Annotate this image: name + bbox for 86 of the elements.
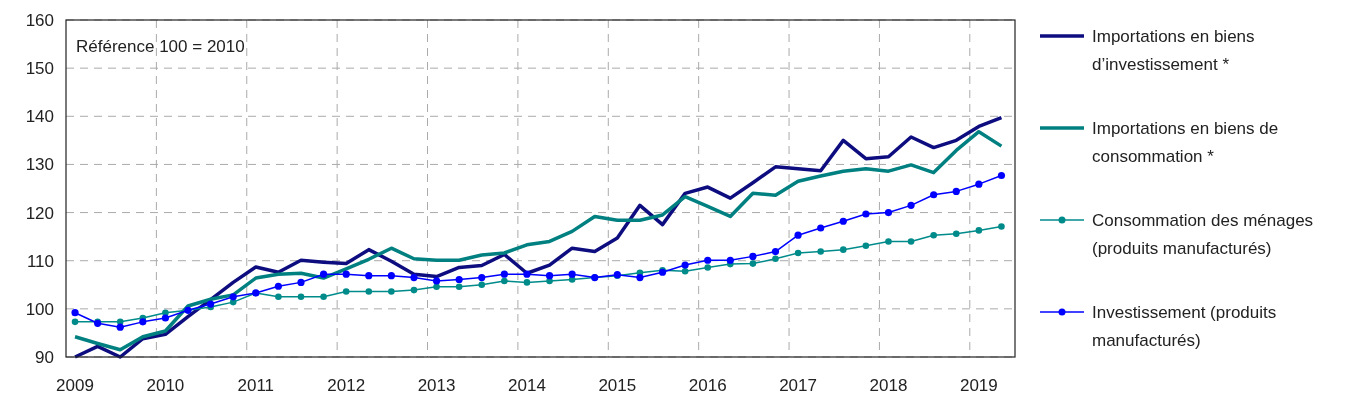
- point: [275, 293, 282, 301]
- point: [432, 277, 441, 285]
- point: [771, 247, 780, 256]
- point: [749, 252, 757, 260]
- point: [930, 231, 937, 239]
- point: [839, 217, 847, 225]
- point: [387, 272, 395, 280]
- legend-label: Importations en biens de consommation *: [1092, 118, 1279, 166]
- y-tick-label: 160: [25, 10, 54, 30]
- point: [523, 279, 531, 286]
- point: [726, 256, 734, 264]
- point: [455, 275, 463, 284]
- y-tick-label: 110: [26, 251, 54, 271]
- point: [342, 270, 350, 278]
- point: [907, 201, 915, 209]
- point: [546, 277, 553, 285]
- point: [817, 224, 825, 232]
- legend-label: Importations en biens d’investissement *: [1092, 26, 1255, 74]
- point: [772, 255, 779, 263]
- point: [365, 272, 373, 280]
- point: [681, 261, 689, 269]
- x-tick-label: 2013: [417, 376, 456, 395]
- point: [749, 260, 757, 267]
- x-tick-label: 2010: [146, 376, 185, 395]
- point: [410, 273, 418, 282]
- x-tick-label: 2009: [56, 376, 94, 395]
- x-tick-label: 2014: [508, 376, 546, 395]
- point: [478, 281, 486, 289]
- point: [952, 187, 960, 195]
- x-tick-label: 2012: [327, 376, 366, 395]
- point: [274, 282, 282, 290]
- point: [975, 227, 983, 234]
- point: [71, 318, 79, 326]
- point: [952, 230, 960, 238]
- point: [501, 277, 508, 285]
- point: [817, 248, 824, 255]
- point: [885, 238, 892, 245]
- point: [161, 314, 170, 322]
- point: [229, 293, 237, 301]
- y-tick-label: 150: [25, 59, 54, 79]
- point: [320, 293, 327, 301]
- x-tick-label: 2015: [598, 376, 637, 395]
- point: [975, 180, 983, 188]
- legend-label: Consommation des ménages (produits manufacturés): [1092, 210, 1314, 258]
- point: [862, 210, 870, 218]
- x-tick-label: 2016: [688, 376, 727, 395]
- point: [930, 191, 938, 199]
- annotation: Référence 100 = 2010: [76, 37, 245, 56]
- point: [998, 223, 1005, 230]
- point: [139, 318, 147, 326]
- point: [319, 270, 328, 278]
- point: [365, 288, 373, 295]
- point: [907, 238, 915, 245]
- point: [862, 242, 870, 250]
- y-tick-label: 140: [25, 107, 54, 127]
- legend-label: Investissement (produits manufacturés): [1092, 302, 1277, 350]
- point: [342, 288, 350, 295]
- point: [636, 273, 644, 282]
- point: [568, 270, 576, 278]
- x-tick-label: 2017: [779, 376, 817, 395]
- point: [297, 293, 305, 301]
- point: [410, 286, 418, 294]
- point: [478, 273, 486, 282]
- point: [794, 249, 802, 257]
- point: [704, 264, 712, 271]
- x-tick-label: 2019: [959, 376, 998, 395]
- point: [297, 278, 305, 286]
- point: [116, 323, 124, 331]
- y-tick-label: 120: [25, 203, 54, 223]
- point: [545, 272, 554, 280]
- x-tick-label: 2018: [869, 376, 908, 395]
- point: [681, 268, 689, 275]
- y-tick-label: 100: [25, 299, 54, 319]
- point: [884, 208, 893, 217]
- y-tick-label: 90: [35, 347, 54, 367]
- x-tick-label: 2011: [237, 376, 275, 395]
- point: [704, 256, 712, 264]
- point: [500, 270, 508, 278]
- point: [388, 288, 395, 295]
- point: [839, 246, 847, 253]
- point: [997, 171, 1006, 180]
- point: [455, 283, 463, 291]
- point: [71, 309, 79, 317]
- point: [523, 270, 531, 278]
- point: [794, 231, 802, 239]
- y-tick-label: 130: [25, 155, 54, 175]
